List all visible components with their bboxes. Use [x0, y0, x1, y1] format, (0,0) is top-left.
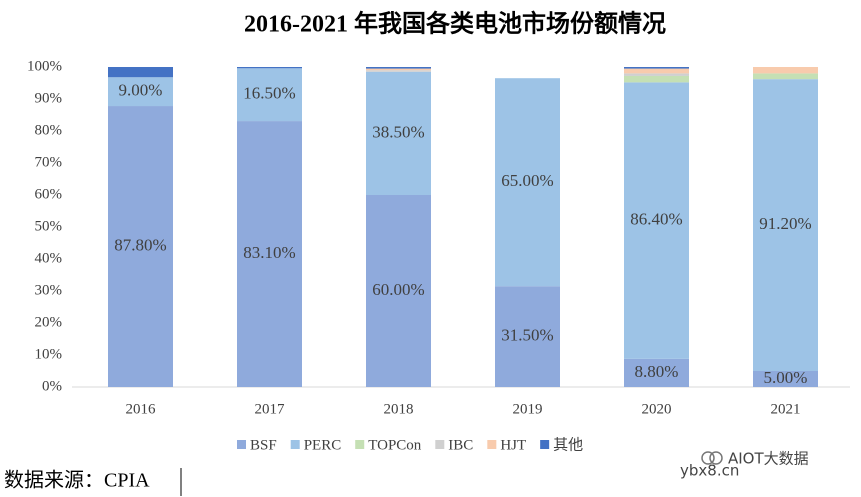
bar-segment: [237, 121, 302, 387]
watermark-icon: [701, 451, 723, 465]
y-tick-label: 10%: [35, 346, 63, 362]
y-tick-label: 0%: [42, 378, 62, 394]
value-label: 65.00%: [501, 171, 553, 190]
bar-segment: [108, 106, 173, 387]
value-label: 5.00%: [764, 368, 808, 387]
y-tick-label: 80%: [35, 122, 63, 138]
legend-label: IBC: [448, 437, 473, 453]
value-label: 9.00%: [119, 81, 163, 100]
bar-segment: [753, 79, 818, 371]
legend-swatch: [290, 440, 300, 449]
bar-segment: [624, 67, 689, 69]
value-label: 8.80%: [635, 362, 679, 381]
value-label: 60.00%: [372, 280, 424, 299]
value-label: 91.20%: [759, 214, 811, 233]
legend-label: PERC: [304, 437, 342, 453]
x-tick-label: 2019: [513, 401, 543, 417]
bar-segment: [753, 73, 818, 80]
legend-swatch: [435, 440, 445, 449]
bar-segment: [108, 67, 173, 78]
legend-label: 其他: [553, 436, 583, 453]
value-label: 16.50%: [243, 84, 295, 103]
y-tick-label: 70%: [35, 154, 63, 170]
y-tick-label: 40%: [35, 250, 63, 266]
legend-swatch: [540, 440, 550, 449]
bar-segment: [624, 68, 689, 74]
legend-swatch: [487, 440, 497, 449]
y-tick-label: 90%: [35, 90, 63, 106]
chart-title: 2016-2021 年我国各类电池市场份额情况: [244, 10, 666, 38]
legend-label: TOPCon: [368, 437, 422, 453]
bar-segment: [366, 68, 431, 71]
bar-segment: [237, 67, 302, 69]
value-label: 38.50%: [372, 122, 424, 141]
x-tick-label: 2017: [255, 401, 286, 417]
bar-segment: [624, 75, 689, 83]
legend-swatch: [355, 440, 365, 449]
watermark: AIOT大数据: [728, 450, 809, 468]
bar-segment: [366, 70, 431, 72]
value-label: 86.40%: [630, 210, 682, 229]
bar-segment: [753, 371, 818, 387]
bar-segment: [495, 286, 560, 387]
value-label: 87.80%: [114, 235, 166, 254]
bar-segment: [495, 78, 560, 287]
bar-segment: [237, 68, 302, 122]
bar-segment: [366, 67, 431, 69]
bar-segment: [366, 71, 431, 195]
x-tick-label: 2016: [126, 401, 157, 417]
legend-label: BSF: [250, 437, 277, 453]
bar-segment: [624, 82, 689, 359]
y-tick-label: 30%: [35, 282, 63, 298]
source: 数据来源：CPIA: [4, 469, 150, 492]
x-tick-label: 2020: [642, 401, 672, 417]
y-tick-label: 60%: [35, 186, 63, 202]
value-label: 31.50%: [501, 326, 553, 345]
bar-segment: [366, 195, 431, 387]
value-label: 83.10%: [243, 243, 295, 262]
bar-segment: [624, 73, 689, 76]
y-tick-label: 50%: [35, 218, 63, 234]
y-tick-label: 20%: [35, 314, 63, 330]
legend-swatch: [237, 440, 246, 449]
y-tick-label: 100%: [27, 58, 62, 74]
watermark-site: ybx8.cn: [680, 462, 739, 480]
x-tick-label: 2018: [384, 401, 414, 417]
bar-segment: [624, 358, 689, 387]
bar-segment: [753, 67, 818, 74]
bar-segment: [108, 77, 173, 107]
legend-label: HJT: [500, 437, 526, 453]
x-tick-label: 2021: [771, 401, 801, 417]
